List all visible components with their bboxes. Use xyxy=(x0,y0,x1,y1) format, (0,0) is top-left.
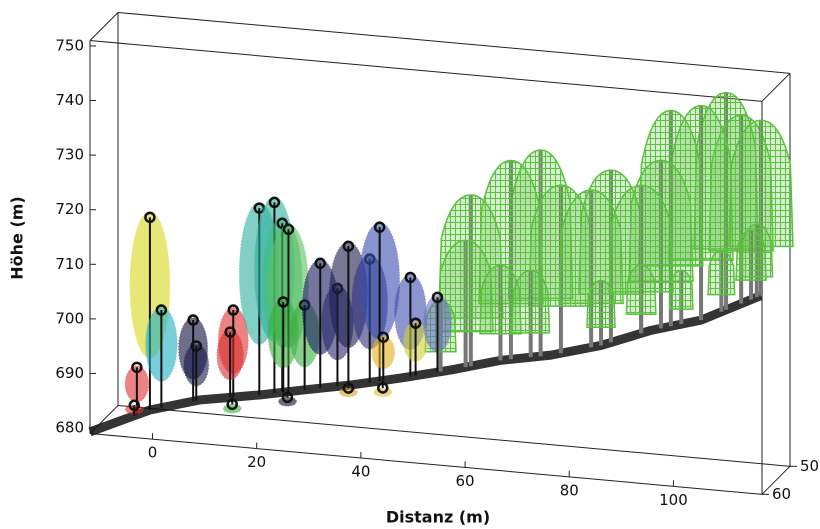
plot-area: 680 690 700 710 720 730 740 750 0 20 40 60 80 100 50 60 xyxy=(55,12,819,509)
tree-top-marker xyxy=(155,304,168,316)
tree-top-marker xyxy=(268,196,281,209)
y-axis-title: Höhe (m) xyxy=(8,196,27,280)
y-tick-label: 730 xyxy=(55,146,84,164)
z-tick-label: 60 xyxy=(772,485,791,503)
tree-top-marker xyxy=(226,398,238,411)
tree-top-marker xyxy=(187,314,199,326)
tree-crown-model xyxy=(668,269,694,310)
tree-top-marker xyxy=(282,223,295,236)
box-edge xyxy=(761,465,791,495)
box-edge xyxy=(117,405,791,467)
tree-crown-model xyxy=(728,119,794,248)
box-edge xyxy=(117,12,791,74)
box-edge xyxy=(89,433,763,495)
tree-crown-model xyxy=(707,249,736,296)
tree-top-marker xyxy=(190,340,203,352)
z-tick-label: 50 xyxy=(800,457,819,475)
tree-crown-model xyxy=(558,189,624,305)
tree-top-marker xyxy=(431,291,444,304)
tree-crown-model xyxy=(511,269,551,334)
y-tick-label: 720 xyxy=(55,200,84,218)
tree-top-marker xyxy=(281,391,294,404)
y-tick-label: 710 xyxy=(55,255,84,273)
box-edge xyxy=(89,12,119,41)
tree-top-marker xyxy=(409,317,422,329)
tree-top-marker xyxy=(131,361,143,374)
box-edge xyxy=(761,72,791,102)
tree-crown-model xyxy=(586,279,616,329)
tree-top-marker xyxy=(342,240,355,252)
x-tick-label: 20 xyxy=(247,453,266,471)
y-tick-label: 750 xyxy=(55,36,84,54)
tree-top-marker xyxy=(224,326,236,338)
y-tick-label: 690 xyxy=(55,364,84,382)
x-axis-title: Distanz (m) xyxy=(386,508,490,527)
tree-top-marker xyxy=(227,304,240,316)
y-tick-label: 740 xyxy=(55,91,84,109)
x-tick-label: 100 xyxy=(659,491,688,509)
tree-top-marker xyxy=(373,221,386,233)
tree-top-marker xyxy=(404,271,417,284)
tree-top-marker xyxy=(377,331,390,343)
tree-top-marker xyxy=(144,211,156,224)
x-tick-label: 40 xyxy=(351,463,370,481)
x-tick-label: 60 xyxy=(456,472,475,490)
tree-top-marker xyxy=(314,257,327,270)
x-tick-label: 0 xyxy=(148,444,158,462)
tree-top-marker xyxy=(277,296,290,308)
tree-crown-model xyxy=(735,229,767,281)
tree-crown-model xyxy=(608,184,674,293)
x-tick-label: 80 xyxy=(560,481,579,499)
y-tick-label: 680 xyxy=(55,419,84,437)
tree-top-marker xyxy=(128,399,141,412)
box-edge xyxy=(89,40,763,102)
tree-top-marker xyxy=(377,382,389,394)
tree-top-marker xyxy=(342,382,355,394)
tree-crown-model xyxy=(625,264,657,315)
y-tick-label: 700 xyxy=(55,309,84,327)
